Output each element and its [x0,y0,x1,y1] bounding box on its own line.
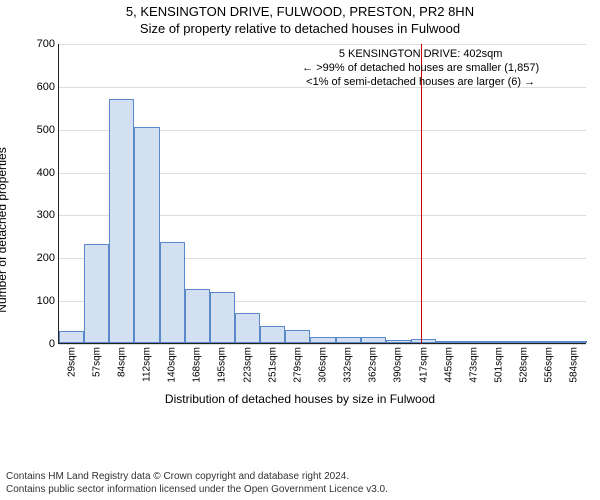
xtick-label: 445sqm [443,347,454,383]
bar [310,337,335,343]
bar [185,289,210,343]
title-line-2: Size of property relative to detached ho… [0,21,600,38]
y-axis-label: Number of detached properties [0,147,9,312]
ytick-label: 0 [49,338,59,350]
bar [235,313,260,343]
reference-text-line: <1% of semi-detached houses are larger (… [302,76,539,90]
xtick-label: 362sqm [368,347,379,383]
attribution: Contains HM Land Registry data © Crown c… [6,471,388,496]
chart-container: 5, KENSINGTON DRIVE, FULWOOD, PRESTON, P… [0,0,600,500]
plot-area: 010020030040050060070029sqm57sqm84sqm112… [58,44,586,344]
xtick-label: 390sqm [393,347,404,383]
bar [260,326,285,343]
xtick-label: 223sqm [242,347,253,383]
bar [109,99,134,343]
xtick-label: 584sqm [569,347,580,383]
bar [361,337,386,343]
title-block: 5, KENSINGTON DRIVE, FULWOOD, PRESTON, P… [0,0,600,38]
xtick-label: 84sqm [116,347,127,377]
bar [336,337,361,343]
reference-text-line: 5 KENSINGTON DRIVE: 402sqm [302,48,539,62]
ytick-label: 600 [37,81,59,93]
ytick-label: 400 [37,167,59,179]
xtick-label: 501sqm [494,347,505,383]
attribution-line-1: Contains HM Land Registry data © Crown c… [6,471,388,484]
bar [461,341,486,343]
chart-wrap: Number of detached properties 0100200300… [0,40,600,420]
ytick-label: 300 [37,209,59,221]
bar [411,339,436,343]
bar [59,331,84,343]
xtick-label: 528sqm [519,347,530,383]
xtick-label: 29sqm [66,347,77,377]
bar [436,341,461,343]
bar [537,341,562,343]
xtick-label: 332sqm [343,347,354,383]
ytick-label: 500 [37,124,59,136]
xtick-label: 57sqm [91,347,102,377]
xtick-label: 279sqm [292,347,303,383]
ytick-label: 100 [37,295,59,307]
x-axis-title: Distribution of detached houses by size … [0,392,600,406]
xtick-label: 473sqm [468,347,479,383]
gridline [59,344,586,345]
xtick-label: 112sqm [142,347,153,382]
attribution-line-2: Contains public sector information licen… [6,484,388,497]
bar [386,340,411,343]
ytick-label: 700 [37,38,59,50]
bar [512,341,537,343]
xtick-label: 168sqm [192,347,203,383]
xtick-label: 140sqm [167,347,178,383]
title-line-1: 5, KENSINGTON DRIVE, FULWOOD, PRESTON, P… [0,4,600,21]
bar [84,244,109,343]
gridline [59,44,586,45]
bar [285,330,310,343]
xtick-label: 417sqm [418,347,429,383]
bar [210,292,235,343]
ytick-label: 200 [37,252,59,264]
xtick-label: 195sqm [217,347,228,383]
xtick-label: 556sqm [544,347,555,383]
bar [160,242,185,343]
xtick-label: 306sqm [318,347,329,383]
xtick-label: 251sqm [267,347,278,383]
bar [562,341,587,343]
bar [486,341,511,343]
reference-text-line: ← >99% of detached houses are smaller (1… [302,62,539,76]
reference-text: 5 KENSINGTON DRIVE: 402sqm← >99% of deta… [302,48,539,89]
bar [134,127,159,343]
